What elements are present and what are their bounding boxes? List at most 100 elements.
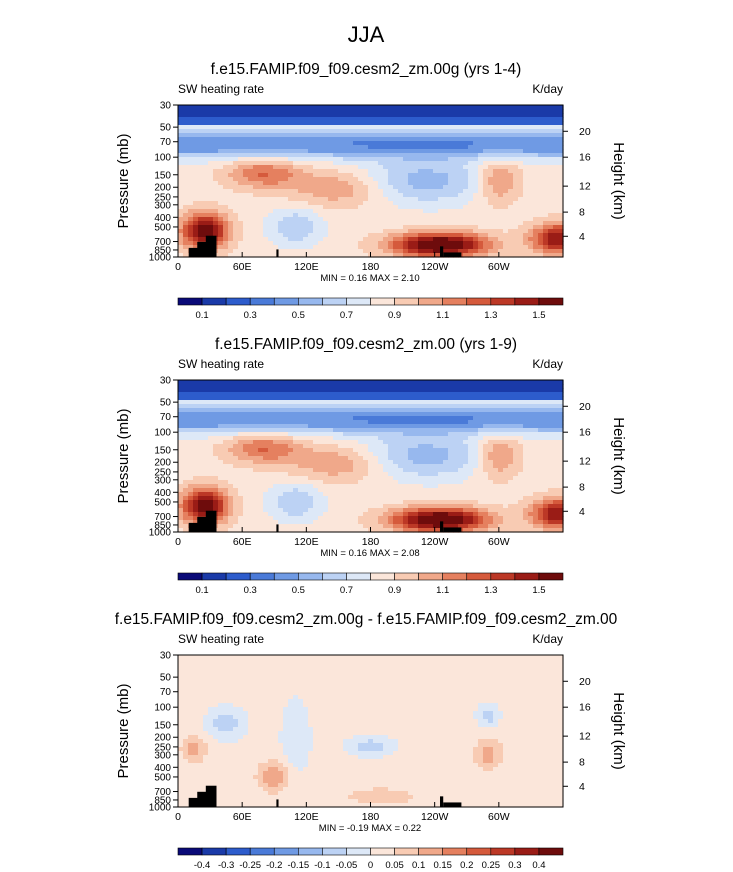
heatmap-cell [198,189,204,194]
heatmap-cell [248,137,254,142]
heatmap-cell [233,392,239,397]
heatmap-cell [308,129,314,134]
heatmap-cell [383,440,389,445]
heatmap-cell [408,380,414,385]
heatmap-cell [428,105,434,110]
heatmap-cell [408,169,414,174]
heatmap-cell [493,201,499,206]
heatmap-cell [273,157,279,162]
heatmap-cell [338,253,344,258]
heatmap-cell [553,165,559,170]
heatmap-cell [483,400,489,405]
heatmap-cell [433,460,439,465]
heatmap-cell [268,225,274,230]
heatmap-cell [408,157,414,162]
heatmap-cell [413,197,419,202]
heatmap-cell [408,189,414,194]
heatmap-cell [478,137,484,142]
heatmap-cell [363,452,369,457]
heatmap-cell [438,388,444,393]
heatmap-cell [293,404,299,409]
heatmap-cell [188,241,194,246]
heatmap-cell [208,109,214,114]
heatmap-cell [468,452,474,457]
heatmap-cell [523,448,529,453]
heatmap-cell [363,225,369,230]
heatmap-cell [413,404,419,409]
heatmap-cell [278,392,284,397]
heatmap-cell [433,416,439,421]
heatmap-cell [388,476,394,481]
heatmap-cell [478,149,484,154]
heatmap-cell [438,480,444,485]
heatmap-cell [398,181,404,186]
heatmap-cell [493,177,499,182]
heatmap-cell [178,420,184,425]
heatmap-cell [378,472,384,477]
heatmap-cell [548,456,554,461]
heatmap-cell [373,241,379,246]
heatmap-cell [253,253,259,258]
heatmap-cell [183,181,189,186]
heatmap-cell [268,109,274,114]
heatmap-cell [428,480,434,485]
heatmap-cell [523,153,529,158]
heatmap-cell [543,161,549,166]
heatmap-cell [378,129,384,134]
heatmap-cell [378,205,384,210]
heatmap-cell [498,137,504,142]
heatmap-cell [373,221,379,226]
heatmap-cell [553,229,559,234]
heatmap-cell [483,137,489,142]
heatmap-cell [248,476,254,481]
heatmap-cell [183,193,189,198]
heatmap-cell [463,396,469,401]
heatmap-cell [423,253,429,258]
heatmap-cell [423,157,429,162]
heatmap-cell [348,452,354,457]
heatmap-cell [243,432,249,437]
heatmap-cell [363,241,369,246]
heatmap-cell [288,384,294,389]
heatmap-cell [453,412,459,417]
heatmap-cell [518,404,524,409]
heatmap-cell [383,412,389,417]
heatmap-cell [363,109,369,114]
heatmap-cell [433,169,439,174]
heatmap-cell [318,141,324,146]
heatmap-cell [523,436,529,441]
heatmap-cell [298,209,304,214]
heatmap-cell [198,185,204,190]
heatmap-cell [468,121,474,126]
heatmap-cell [253,205,259,210]
heatmap-cell [438,396,444,401]
heatmap-cell [503,404,509,409]
heatmap-cell [263,448,269,453]
heatmap-cell [463,153,469,158]
heatmap-cell [448,400,454,405]
heatmap-cell [433,197,439,202]
heatmap-cell [553,412,559,417]
heatmap-cell [378,432,384,437]
heatmap-cell [518,472,524,477]
heatmap-cell [238,113,244,118]
heatmap-cell [253,476,259,481]
heatmap-cell [388,229,394,234]
heatmap-cell [243,448,249,453]
heatmap-cell [353,233,359,238]
heatmap-cell [203,452,209,457]
heatmap-cell [438,448,444,453]
heatmap-cell [508,476,514,481]
heatmap-cell [558,416,564,421]
heatmap-cell [308,165,314,170]
heatmap-cell [233,161,239,166]
heatmap-cell [203,400,209,405]
heatmap-cell [178,185,184,190]
heatmap-cell [438,380,444,385]
heatmap-cell [548,173,554,178]
heatmap-cell [263,428,269,433]
heatmap-cell [283,205,289,210]
heatmap-cell [288,137,294,142]
heatmap-cell [268,205,274,210]
heatmap-cell [438,428,444,433]
